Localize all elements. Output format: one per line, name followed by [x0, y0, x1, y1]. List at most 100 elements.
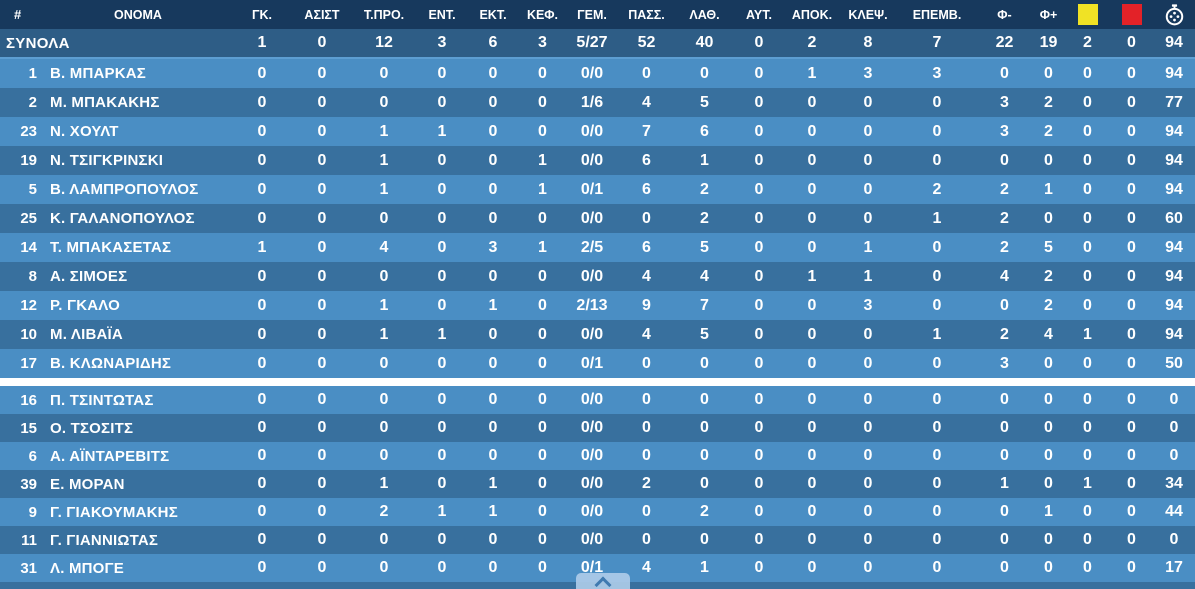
- stat-value: 0: [416, 386, 468, 414]
- stat-value: 0: [785, 349, 839, 378]
- stat-value: 0: [232, 386, 292, 414]
- player-row[interactable]: 25 Κ. ΓΑΛΑΝΟΠΟΥΛΟΣ 0 0 0 0 0 0 0/0 0 2 0 0 0 1 2 0 0 0 60: [0, 204, 1195, 233]
- player-number: 12: [0, 291, 44, 320]
- player-row[interactable]: 17 Β. ΚΛΩΝΑΡΙΔΗΣ 0 0 0 0 0 0 0/1 0 0 0 0 0 0 3 0 0 0 50: [0, 349, 1195, 378]
- stat-value: 0: [676, 526, 733, 554]
- stat-value: 0: [1065, 204, 1110, 233]
- stat-value: 0: [468, 117, 518, 146]
- player-row[interactable]: 9 Γ. ΓΙΑΚΟΥΜΑΚΗΣ 0 0 2 1 1 0 0/0 0 2 0 0 0 0 0 1 0 0 44: [0, 498, 1195, 526]
- stat-value: 1: [468, 291, 518, 320]
- stat-value: 0: [1153, 414, 1195, 442]
- column-header-crosses: ΓΕΜ.: [567, 0, 617, 29]
- stat-value: 0: [1153, 386, 1195, 414]
- player-row[interactable]: 39 Ε. ΜΟΡΑΝ 0 0 1 0 1 0 0/0 2 0 0 0 0 0 1 0 1 0 34: [0, 470, 1195, 498]
- stat-value: 4: [352, 233, 416, 262]
- player-number: 1: [0, 59, 44, 88]
- scroll-top-button[interactable]: [576, 573, 630, 589]
- stat-value: 0/0: [567, 320, 617, 349]
- stat-value: 0: [1110, 29, 1153, 57]
- stat-value: 0: [1110, 349, 1153, 378]
- player-row[interactable]: 14 Τ. ΜΠΑΚΑΣΕΤΑΣ 1 0 4 0 3 1 2/5 6 5 0 0 1 0 2 5 0 0 94: [0, 233, 1195, 262]
- stat-value: 0: [292, 526, 352, 554]
- stat-value: 0: [839, 204, 897, 233]
- player-name: Β. ΛΑΜΠΡΟΠΟΥΛΟΣ: [44, 175, 232, 204]
- player-row[interactable]: 16 Π. ΤΣΙΝΤΩΤΑΣ 0 0 0 0 0 0 0/0 0 0 0 0 0 0 0 0 0 0 0: [0, 386, 1195, 414]
- column-header-saves: ΑΠΟΚ.: [785, 0, 839, 29]
- stat-value: 1: [232, 233, 292, 262]
- player-row[interactable]: 1 Β. ΜΠΑΡΚΑΣ 0 0 0 0 0 0 0/0 0 0 0 1 3 3 0 0 0 0 94: [0, 59, 1195, 88]
- stat-value: 2: [977, 233, 1032, 262]
- stat-value: 0: [292, 146, 352, 175]
- stat-value: 0: [416, 291, 468, 320]
- stat-value: 0: [468, 320, 518, 349]
- player-name: Τ. ΜΠΑΚΑΣΕΤΑΣ: [44, 233, 232, 262]
- stat-value: 0: [897, 262, 977, 291]
- stat-value: 5/27: [567, 29, 617, 57]
- stat-value: 0: [1110, 320, 1153, 349]
- stat-value: 0: [785, 175, 839, 204]
- stat-value: 94: [1153, 29, 1195, 57]
- stat-value: 0: [232, 349, 292, 378]
- stat-value: 0: [839, 470, 897, 498]
- stat-value: 1: [897, 204, 977, 233]
- stat-value: 0: [1032, 442, 1065, 470]
- stat-value: 0: [1110, 175, 1153, 204]
- stat-value: 0: [1110, 88, 1153, 117]
- stat-value: 0: [785, 554, 839, 582]
- stat-value: 0: [352, 262, 416, 291]
- stat-value: 0/0: [567, 470, 617, 498]
- player-row[interactable]: 19 Ν. ΤΣΙΓΚΡΙΝΣΚΙ 0 0 1 0 0 1 0/0 6 1 0 0 0 0 0 0 0 0 94: [0, 146, 1195, 175]
- column-header-steals: ΚΛΕΨ.: [839, 0, 897, 29]
- chevron-up-icon: [594, 576, 612, 589]
- player-row[interactable]: 6 Α. ΑΪΝΤΑΡΕΒΙΤΣ 0 0 0 0 0 0 0/0 0 0 0 0 0 0 0 0 0 0 0: [0, 442, 1195, 470]
- stat-value: 4: [617, 88, 676, 117]
- stat-value: 0: [1065, 554, 1110, 582]
- stat-value: 0: [518, 498, 567, 526]
- stat-value: 1: [1065, 320, 1110, 349]
- player-number: 11: [0, 526, 44, 554]
- stat-value: 0: [1032, 470, 1065, 498]
- player-row[interactable]: 10 Μ. ΛΙΒΑΪΑ 0 0 1 1 0 0 0/0 4 5 0 0 0 1 2 4 1 0 94: [0, 320, 1195, 349]
- stat-value: 2: [676, 175, 733, 204]
- stat-value: 0: [676, 470, 733, 498]
- player-row[interactable]: 23 Ν. ΧΟΥΛΤ 0 0 1 1 0 0 0/0 7 6 0 0 0 0 3 2 0 0 94: [0, 117, 1195, 146]
- stat-value: 0: [292, 470, 352, 498]
- player-row[interactable]: 5 Β. ΛΑΜΠΡΟΠΟΥΛΟΣ 0 0 1 0 0 1 0/1 6 2 0 0 0 2 2 1 0 0 94: [0, 175, 1195, 204]
- stat-value: 0: [1032, 59, 1065, 88]
- player-row[interactable]: 31 Λ. ΜΠΟΓΕ 0 0 0 0 0 0 0/1 4 1 0 0 0 0 0 0 0 0 17: [0, 554, 1195, 582]
- stat-value: 0: [292, 442, 352, 470]
- stat-value: 0: [676, 414, 733, 442]
- stat-value: 1: [468, 470, 518, 498]
- stat-value: 0: [1110, 470, 1153, 498]
- stat-value: 0: [416, 470, 468, 498]
- player-row[interactable]: 11 Γ. ΓΙΑΝΝΙΩΤΑΣ 0 0 0 0 0 0 0/0 0 0 0 0 0 0 0 0 0 0 0: [0, 526, 1195, 554]
- stat-value: 0: [839, 526, 897, 554]
- stat-value: 40: [676, 29, 733, 57]
- stat-value: 0: [785, 233, 839, 262]
- player-row[interactable]: 15 Ο. ΤΣΟΣΙΤΣ 0 0 0 0 0 0 0/0 0 0 0 0 0 0 0 0 0 0 0: [0, 414, 1195, 442]
- stat-value: 2: [352, 498, 416, 526]
- stat-value: 0: [292, 349, 352, 378]
- player-row[interactable]: 2 Μ. ΜΠΑΚΑΚΗΣ 0 0 0 0 0 0 1/6 4 5 0 0 0 0 3 2 0 0 77: [0, 88, 1195, 117]
- stat-value: 0: [1065, 262, 1110, 291]
- stat-value: 0: [785, 146, 839, 175]
- stat-value: 3: [839, 59, 897, 88]
- player-row[interactable]: 12 Ρ. ΓΚΑΛΟ 0 0 1 0 1 0 2/13 9 7 0 0 3 0 0 2 0 0 94: [0, 291, 1195, 320]
- player-row[interactable]: 8 Α. ΣΙΜΟΕΣ 0 0 0 0 0 0 0/0 4 4 0 1 1 0 4 2 0 0 94: [0, 262, 1195, 291]
- stat-value: 94: [1153, 320, 1195, 349]
- stat-value: 0: [617, 498, 676, 526]
- stat-value: 0: [1065, 386, 1110, 414]
- stat-value: 1: [1032, 175, 1065, 204]
- player-name: Β. ΚΛΩΝΑΡΙΔΗΣ: [44, 349, 232, 378]
- stat-value: 3: [977, 349, 1032, 378]
- stat-value: 0: [785, 204, 839, 233]
- stat-value: 1: [518, 233, 567, 262]
- stat-value: 6: [617, 175, 676, 204]
- stat-value: 0: [1065, 414, 1110, 442]
- stat-value: 0/0: [567, 146, 617, 175]
- stat-value: 0: [232, 526, 292, 554]
- stat-value: 0: [292, 59, 352, 88]
- stat-value: 0: [1110, 146, 1153, 175]
- stat-value: 0: [785, 470, 839, 498]
- stat-value: 0: [1065, 88, 1110, 117]
